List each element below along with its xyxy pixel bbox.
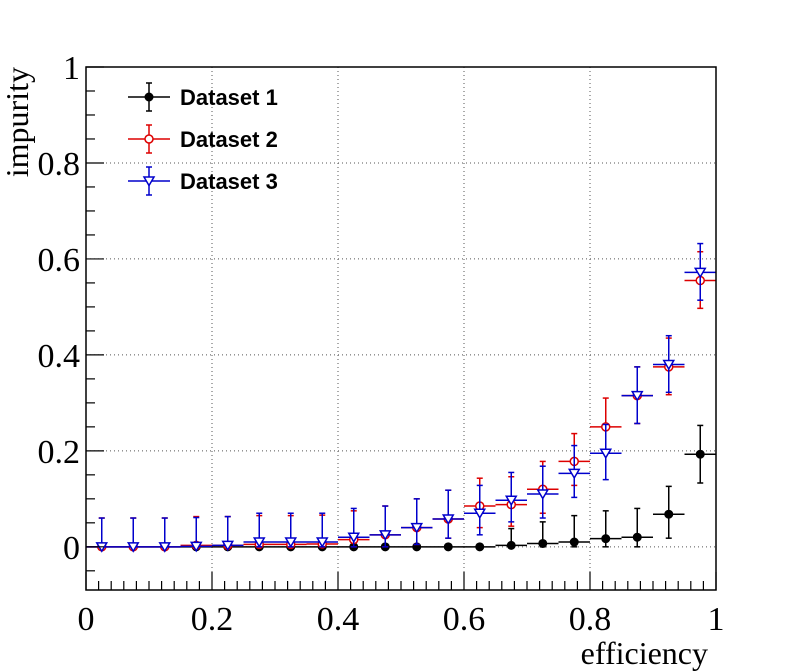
tick-labels: 0 0.2 0.4 0.6 0.8 1 0 0.2 0.4 0.6 0.8 1 — [38, 50, 725, 638]
y-axis-title: impurity — [0, 67, 35, 177]
y-tick-label: 0.4 — [38, 338, 81, 375]
data-point — [662, 359, 676, 371]
data-point — [536, 489, 550, 501]
data-point — [601, 534, 611, 544]
legend-entry-2: Dataset 2 — [128, 124, 278, 154]
y-tick-label: 0.2 — [38, 434, 81, 471]
legend-label: Dataset 3 — [180, 169, 278, 194]
x-tick-label: 1 — [708, 601, 725, 638]
data-point — [538, 538, 548, 548]
legend-marker — [142, 176, 156, 187]
x-tick-label: 0.8 — [569, 601, 612, 638]
legend-entry-1: Dataset 1 — [128, 82, 278, 112]
x-tick-label: 0.4 — [317, 601, 360, 638]
data-point — [378, 530, 392, 541]
x-tick-label: 0 — [78, 601, 95, 638]
y-tick-label: 1 — [63, 50, 80, 87]
y-tick-label: 0.8 — [38, 146, 81, 183]
data-point — [695, 449, 705, 459]
x-tick-label: 0.2 — [191, 601, 234, 638]
data-point — [632, 532, 642, 542]
legend-marker — [144, 92, 154, 102]
data-point — [252, 537, 266, 548]
data-point — [443, 542, 453, 552]
data-point — [569, 537, 579, 547]
data-point — [441, 514, 455, 525]
x-tick-label: 0.6 — [443, 601, 486, 638]
y-tick-label: 0.6 — [38, 242, 81, 279]
data-point — [475, 542, 485, 552]
series-layer — [86, 242, 716, 553]
data-point — [189, 541, 203, 553]
legend-label: Dataset 1 — [180, 85, 278, 110]
data-point — [126, 542, 140, 553]
legend-marker — [144, 134, 154, 144]
data-point — [315, 537, 329, 548]
series-3 — [86, 242, 716, 553]
legend-entry-3: Dataset 3 — [128, 166, 278, 196]
data-point — [506, 540, 516, 550]
data-point — [599, 448, 613, 460]
data-point — [473, 508, 487, 520]
data-point — [284, 537, 298, 548]
data-point — [630, 390, 644, 402]
data-point — [410, 522, 424, 534]
data-point — [504, 495, 518, 507]
data-point — [158, 542, 172, 553]
legend: Dataset 1 Dataset 2 Dataset 3 — [128, 82, 278, 196]
x-axis-title: efficiency — [581, 635, 708, 671]
data-point — [347, 532, 361, 544]
data-point — [567, 468, 581, 480]
data-point — [693, 267, 707, 279]
data-point — [664, 509, 674, 519]
data-point — [221, 540, 235, 552]
legend-label: Dataset 2 — [180, 127, 278, 152]
axis-ticks — [85, 66, 717, 590]
y-tick-label: 0 — [63, 530, 80, 567]
